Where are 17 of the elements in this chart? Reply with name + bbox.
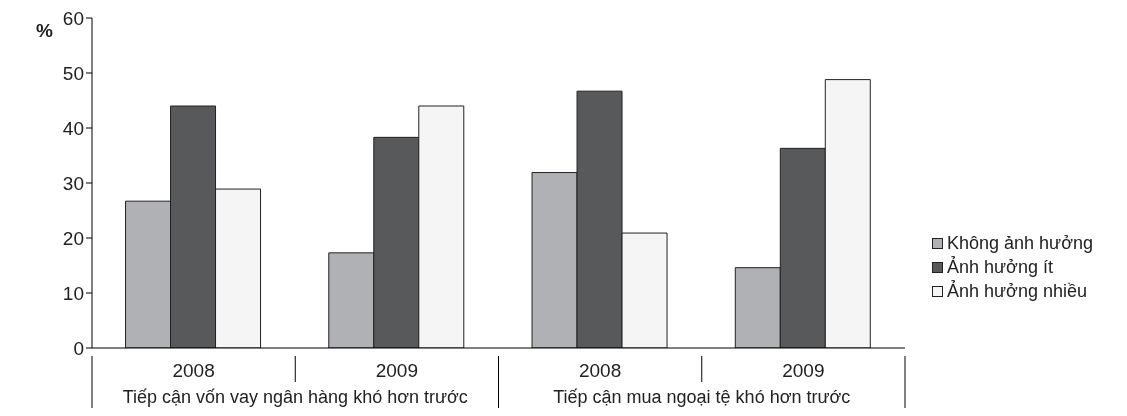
legend-label: Không ảnh hưởng <box>947 232 1093 255</box>
text: Tiếp cận vốn vay ngân hàng khó hơn trước <box>122 387 468 407</box>
y-axis-title: % <box>36 20 53 42</box>
x-tick-label: 2008 <box>578 360 622 381</box>
y-tick-label: 20 <box>62 227 84 249</box>
y-tick-label: 0 <box>73 337 84 359</box>
x-tick-label: 2009 <box>375 360 419 381</box>
y-tick-label: 40 <box>62 117 84 139</box>
x-tick-label: 2009 <box>782 360 825 381</box>
text: Tiếp cận mua ngoại tệ khó hơn trước <box>553 387 851 407</box>
y-tick-label: 50 <box>62 62 84 84</box>
legend-label: Ảnh hưởng ít <box>947 255 1053 279</box>
x-tick-label: 2008 <box>172 360 215 381</box>
y-tick-label: 30 <box>62 172 84 194</box>
y-tick-label: 60 <box>62 7 84 29</box>
legend-label: Ảnh hưởng nhiều <box>947 279 1087 303</box>
y-tick-label: 10 <box>62 282 84 304</box>
